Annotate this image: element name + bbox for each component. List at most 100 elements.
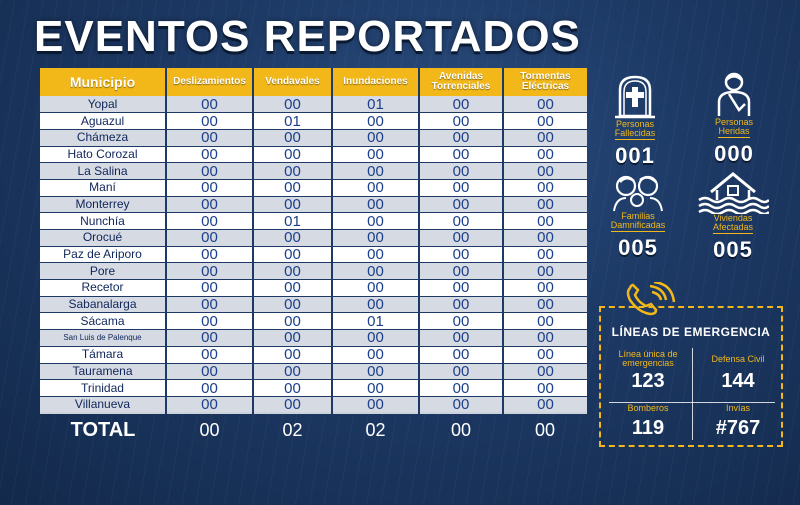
value-cell: 00 <box>503 296 587 314</box>
municipio-cell: Maní <box>40 179 167 197</box>
table-row: San Luis de Palenque 00 00 00 00 00 <box>40 329 587 347</box>
municipio-cell: San Luis de Palenque <box>40 329 167 347</box>
value-cell: 00 <box>419 196 504 214</box>
value-cell: 01 <box>253 112 333 130</box>
table-row: Nunchía 00 01 00 00 00 <box>40 212 587 230</box>
value-cell: 00 <box>332 129 420 147</box>
value-cell: 00 <box>419 129 504 147</box>
table-row: Támara 00 00 00 00 00 <box>40 346 587 364</box>
value-cell: 00 <box>503 246 587 264</box>
stat-viviendas-afectadas: Viviendas Afectadas 005 <box>688 170 778 263</box>
value-cell: 00 <box>503 146 587 164</box>
municipio-cell: Nunchía <box>40 212 167 230</box>
value-cell: 00 <box>166 162 254 180</box>
emergency-title: LÍNEAS DE EMERGENCIA <box>611 325 771 339</box>
value-cell: 00 <box>253 379 333 397</box>
table-header-row: Municipio Deslizamientos Vendavales Inun… <box>40 68 587 96</box>
header-municipio: Municipio <box>40 68 167 96</box>
value-cell: 00 <box>253 246 333 264</box>
value-cell: 00 <box>332 112 420 130</box>
municipio-cell: Chámeza <box>40 129 167 147</box>
value-cell: 00 <box>166 96 254 114</box>
value-cell: 00 <box>503 329 587 347</box>
divider <box>609 402 775 403</box>
stat-familias-damnificadas: Familias Damnificadas 005 <box>593 172 683 261</box>
municipio-cell: Tauramena <box>40 363 167 381</box>
value-cell: 00 <box>166 146 254 164</box>
emergency-line-invias: Invías #767 <box>715 403 761 440</box>
value-cell: 00 <box>166 196 254 214</box>
emergency-lines-box: LÍNEAS DE EMERGENCIA Línea única de emer… <box>599 306 783 447</box>
value-cell: 00 <box>503 196 587 214</box>
municipio-cell: La Salina <box>40 162 167 180</box>
value-cell: 00 <box>166 329 254 347</box>
value-cell: 00 <box>419 363 504 381</box>
table-row: Sabanalarga 00 00 00 00 00 <box>40 296 587 314</box>
stat-value: 001 <box>615 143 655 168</box>
stat-personas-fallecidas: Personas Fallecidas 001 <box>590 72 680 169</box>
value-cell: 00 <box>166 179 254 197</box>
stat-label: Personas Fallecidas <box>614 119 656 140</box>
value-cell: 00 <box>166 129 254 147</box>
municipio-cell: Sabanalarga <box>40 296 167 314</box>
table-row: Tauramena 00 00 00 00 00 <box>40 363 587 381</box>
table-row: Paz de Ariporo 00 00 00 00 00 <box>40 246 587 264</box>
value-cell: 00 <box>332 329 420 347</box>
value-cell: 00 <box>253 363 333 381</box>
value-cell: 00 <box>503 212 587 230</box>
value-cell: 00 <box>332 262 420 281</box>
header-deslizamientos: Deslizamientos <box>166 68 254 96</box>
municipio-cell: Sácama <box>40 312 167 331</box>
emergency-line-unica: Línea única de emergencias 123 <box>618 349 678 393</box>
municipio-cell: Trinidad <box>40 379 167 397</box>
value-cell: 00 <box>419 262 504 281</box>
table-row: Orocué 00 00 00 00 00 <box>40 229 587 247</box>
value-cell: 00 <box>253 229 333 247</box>
header-tormentas-electricas: Tormentas Eléctricas <box>503 68 587 96</box>
value-cell: 00 <box>503 179 587 197</box>
value-cell: 00 <box>419 229 504 247</box>
value-cell: 00 <box>419 296 504 314</box>
value-cell: 00 <box>253 279 333 297</box>
family-icon <box>613 175 663 212</box>
table-row: Yopal 00 00 01 00 00 <box>40 96 587 114</box>
tombstone-icon <box>615 75 655 119</box>
table-row: Aguazul 00 01 00 00 00 <box>40 112 587 130</box>
header-vendavales: Vendavales <box>253 68 333 96</box>
value-cell: 00 <box>253 262 333 281</box>
value-cell: 00 <box>332 229 420 247</box>
municipio-cell: Recetor <box>40 279 167 297</box>
value-cell: 00 <box>166 246 254 264</box>
stat-personas-heridas: Personas Heridas 000 <box>689 70 779 167</box>
table-row: Maní 00 00 00 00 00 <box>40 179 587 197</box>
stat-label: Personas Heridas <box>714 117 754 138</box>
value-cell: 00 <box>253 129 333 147</box>
municipio-cell: Támara <box>40 346 167 364</box>
value-cell: 00 <box>419 329 504 347</box>
value-cell: 00 <box>419 246 504 264</box>
value-cell: 00 <box>166 346 254 364</box>
municipio-cell: Pore <box>40 262 167 281</box>
value-cell: 00 <box>503 262 587 281</box>
value-cell: 00 <box>503 312 587 331</box>
value-cell: 00 <box>253 162 333 180</box>
table-row: Sácama 00 00 01 00 00 <box>40 312 587 331</box>
table-row: Recetor 00 00 00 00 00 <box>40 279 587 297</box>
flooded-house-icon <box>698 172 769 214</box>
table-row: Hato Corozal 00 00 00 00 00 <box>40 146 587 164</box>
value-cell: 00 <box>419 346 504 364</box>
value-cell: 00 <box>332 379 420 397</box>
value-cell: 00 <box>253 179 333 197</box>
value-cell: 00 <box>166 229 254 247</box>
value-cell: 00 <box>332 212 420 230</box>
municipio-cell: Orocué <box>40 229 167 247</box>
stat-label: Familias Damnificadas <box>610 211 666 232</box>
value-cell: 00 <box>253 346 333 364</box>
value-cell: 00 <box>503 229 587 247</box>
value-cell: 00 <box>419 162 504 180</box>
municipio-cell: Yopal <box>40 96 167 114</box>
total-label: TOTAL <box>40 412 166 448</box>
table-row: La Salina 00 00 00 00 00 <box>40 162 587 180</box>
value-cell: 00 <box>332 246 420 264</box>
value-cell: 00 <box>253 396 333 414</box>
